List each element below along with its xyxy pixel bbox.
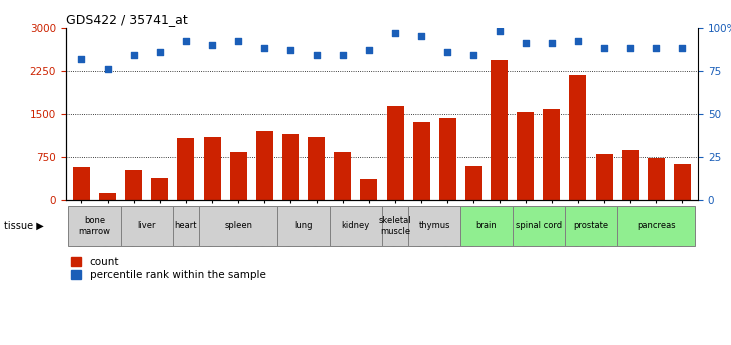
Point xyxy=(442,49,453,55)
Point xyxy=(232,39,244,44)
Bar xyxy=(491,60,508,200)
Bar xyxy=(465,166,482,200)
Point xyxy=(154,49,166,55)
Bar xyxy=(439,118,455,200)
Bar xyxy=(648,158,664,200)
Point xyxy=(284,47,296,53)
Bar xyxy=(256,130,273,200)
Text: pancreas: pancreas xyxy=(637,221,675,230)
FancyBboxPatch shape xyxy=(330,206,382,246)
Text: spleen: spleen xyxy=(224,221,252,230)
Point xyxy=(677,46,689,51)
Bar xyxy=(125,170,143,200)
Text: brain: brain xyxy=(476,221,497,230)
FancyBboxPatch shape xyxy=(382,206,408,246)
Text: kidney: kidney xyxy=(341,221,370,230)
Point xyxy=(75,56,87,61)
Text: skeletal
muscle: skeletal muscle xyxy=(379,216,412,236)
Text: heart: heart xyxy=(175,221,197,230)
Point xyxy=(389,30,401,36)
FancyBboxPatch shape xyxy=(565,206,617,246)
Text: spinal cord: spinal cord xyxy=(515,221,562,230)
FancyBboxPatch shape xyxy=(278,206,330,246)
Bar xyxy=(569,75,586,200)
Bar xyxy=(73,167,90,200)
FancyBboxPatch shape xyxy=(512,206,565,246)
Point xyxy=(180,39,192,44)
Point xyxy=(206,42,218,48)
Text: liver: liver xyxy=(137,221,156,230)
Point xyxy=(311,52,322,58)
Bar xyxy=(596,154,613,200)
Bar xyxy=(151,178,168,200)
Point xyxy=(128,52,140,58)
Bar xyxy=(334,152,352,200)
FancyBboxPatch shape xyxy=(408,206,461,246)
Point xyxy=(520,40,531,46)
Point xyxy=(651,46,662,51)
Point xyxy=(572,39,584,44)
Point xyxy=(468,52,480,58)
Text: thymus: thymus xyxy=(418,221,450,230)
Bar xyxy=(204,137,221,200)
Point xyxy=(259,46,270,51)
Text: tissue ▶: tissue ▶ xyxy=(4,221,43,231)
Bar xyxy=(99,193,116,200)
Bar xyxy=(621,150,639,200)
Point xyxy=(337,52,349,58)
Text: lung: lung xyxy=(295,221,313,230)
Point xyxy=(598,46,610,51)
FancyBboxPatch shape xyxy=(121,206,173,246)
FancyBboxPatch shape xyxy=(69,206,121,246)
Point xyxy=(363,47,375,53)
Text: prostate: prostate xyxy=(573,221,608,230)
FancyBboxPatch shape xyxy=(617,206,695,246)
Bar xyxy=(543,109,560,200)
Bar xyxy=(674,165,691,200)
Bar xyxy=(517,112,534,200)
FancyBboxPatch shape xyxy=(199,206,278,246)
FancyBboxPatch shape xyxy=(461,206,512,246)
Text: GDS422 / 35741_at: GDS422 / 35741_at xyxy=(66,13,188,27)
Text: bone
marrow: bone marrow xyxy=(78,216,110,236)
Point xyxy=(493,28,505,34)
Bar xyxy=(282,134,299,200)
Bar xyxy=(387,106,404,200)
Bar xyxy=(178,138,194,200)
Point xyxy=(102,66,113,72)
Bar xyxy=(360,179,377,200)
Point xyxy=(415,33,427,39)
Bar xyxy=(412,122,430,200)
Bar xyxy=(230,152,247,200)
FancyBboxPatch shape xyxy=(173,206,199,246)
Point xyxy=(624,46,636,51)
Bar xyxy=(308,137,325,200)
Legend: count, percentile rank within the sample: count, percentile rank within the sample xyxy=(71,257,265,280)
Point xyxy=(546,40,558,46)
